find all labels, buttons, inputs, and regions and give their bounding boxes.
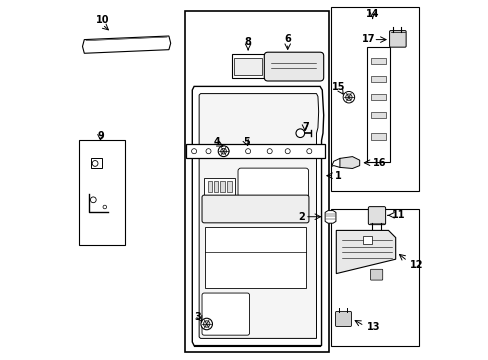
FancyBboxPatch shape <box>335 311 351 327</box>
Circle shape <box>203 321 209 327</box>
Bar <box>220 181 224 192</box>
Text: 7: 7 <box>302 122 308 132</box>
Circle shape <box>205 149 211 154</box>
Circle shape <box>92 161 98 166</box>
FancyBboxPatch shape <box>202 195 308 223</box>
Bar <box>204 178 234 195</box>
Text: 8: 8 <box>244 37 251 48</box>
FancyBboxPatch shape <box>264 52 323 81</box>
Bar <box>185 11 328 352</box>
Circle shape <box>245 149 250 154</box>
Bar <box>207 181 212 192</box>
Text: 11: 11 <box>391 210 405 220</box>
Text: 17: 17 <box>361 34 375 44</box>
Bar <box>234 58 262 75</box>
Text: 5: 5 <box>243 137 249 147</box>
Bar <box>370 76 385 82</box>
Circle shape <box>224 149 228 154</box>
Bar <box>330 7 418 191</box>
Text: 10: 10 <box>95 15 109 25</box>
Bar <box>186 144 324 158</box>
Circle shape <box>90 197 96 203</box>
Text: 3: 3 <box>194 312 201 322</box>
Circle shape <box>343 91 354 103</box>
Circle shape <box>266 149 272 154</box>
FancyBboxPatch shape <box>389 31 406 47</box>
Bar <box>204 227 305 288</box>
Bar <box>79 140 125 245</box>
Polygon shape <box>199 94 318 338</box>
Text: 12: 12 <box>409 260 423 270</box>
Text: 13: 13 <box>366 322 380 332</box>
Circle shape <box>295 129 304 138</box>
Text: 1: 1 <box>335 171 341 181</box>
Bar <box>213 181 218 192</box>
Circle shape <box>201 318 212 330</box>
Bar <box>370 58 385 64</box>
Bar <box>227 181 231 192</box>
Text: 15: 15 <box>332 82 345 92</box>
Text: 2: 2 <box>297 212 304 222</box>
Bar <box>370 112 385 118</box>
Polygon shape <box>82 36 170 53</box>
Circle shape <box>345 94 351 100</box>
Bar <box>231 54 265 78</box>
Text: 16: 16 <box>373 158 386 168</box>
Circle shape <box>191 149 196 154</box>
Polygon shape <box>192 86 323 346</box>
Text: 14: 14 <box>365 9 379 19</box>
FancyBboxPatch shape <box>202 293 249 335</box>
Polygon shape <box>325 211 335 223</box>
Circle shape <box>285 149 289 154</box>
Text: 6: 6 <box>284 34 290 44</box>
Bar <box>91 158 102 168</box>
Text: 9: 9 <box>97 131 103 141</box>
Circle shape <box>306 149 311 154</box>
FancyBboxPatch shape <box>370 269 382 280</box>
FancyBboxPatch shape <box>238 168 308 197</box>
Bar <box>366 47 389 162</box>
Bar <box>330 209 418 346</box>
Bar <box>370 133 385 140</box>
Bar <box>363 236 371 244</box>
FancyBboxPatch shape <box>367 207 385 225</box>
Bar <box>370 94 385 100</box>
Polygon shape <box>336 230 395 274</box>
Polygon shape <box>339 157 359 168</box>
Text: 4: 4 <box>214 137 221 147</box>
Circle shape <box>220 148 226 154</box>
Circle shape <box>218 146 228 157</box>
Circle shape <box>103 205 106 209</box>
